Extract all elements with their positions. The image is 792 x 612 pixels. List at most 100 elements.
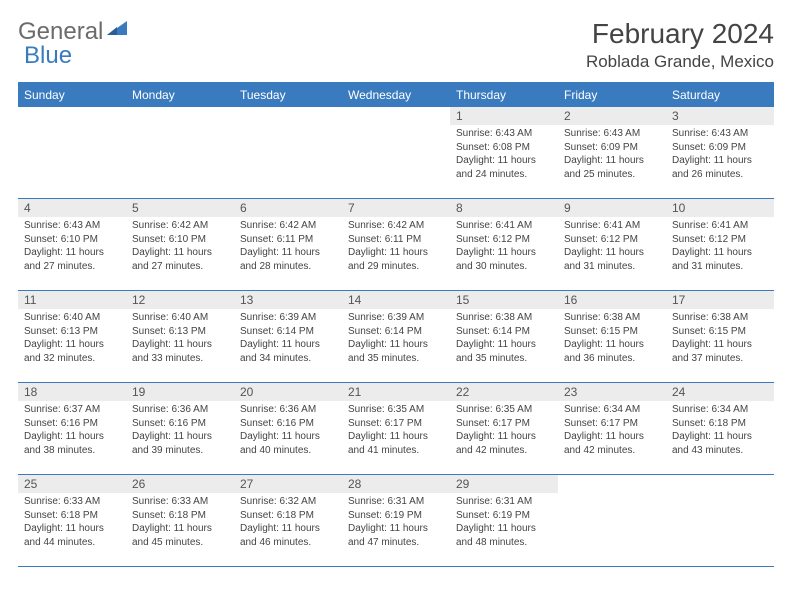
day-number: 29 bbox=[450, 475, 558, 493]
day-number: 5 bbox=[126, 199, 234, 217]
weekday-header: Thursday bbox=[450, 83, 558, 107]
day-number: 22 bbox=[450, 383, 558, 401]
calendar-row: 25Sunrise: 6:33 AMSunset: 6:18 PMDayligh… bbox=[18, 475, 774, 567]
calendar-cell bbox=[558, 475, 666, 567]
weekday-row: Sunday Monday Tuesday Wednesday Thursday… bbox=[18, 83, 774, 107]
day-details: Sunrise: 6:42 AMSunset: 6:10 PMDaylight:… bbox=[126, 217, 234, 277]
day-details: Sunrise: 6:40 AMSunset: 6:13 PMDaylight:… bbox=[18, 309, 126, 369]
day-details: Sunrise: 6:39 AMSunset: 6:14 PMDaylight:… bbox=[342, 309, 450, 369]
calendar-table: Sunday Monday Tuesday Wednesday Thursday… bbox=[18, 82, 774, 567]
calendar-cell: 15Sunrise: 6:38 AMSunset: 6:14 PMDayligh… bbox=[450, 291, 558, 383]
day-number: 18 bbox=[18, 383, 126, 401]
day-number: 20 bbox=[234, 383, 342, 401]
calendar-cell: 29Sunrise: 6:31 AMSunset: 6:19 PMDayligh… bbox=[450, 475, 558, 567]
calendar-cell: 12Sunrise: 6:40 AMSunset: 6:13 PMDayligh… bbox=[126, 291, 234, 383]
calendar-cell: 10Sunrise: 6:41 AMSunset: 6:12 PMDayligh… bbox=[666, 199, 774, 291]
weekday-header: Monday bbox=[126, 83, 234, 107]
day-details: Sunrise: 6:31 AMSunset: 6:19 PMDaylight:… bbox=[450, 493, 558, 553]
calendar-cell bbox=[342, 107, 450, 199]
month-title: February 2024 bbox=[586, 18, 774, 50]
day-details: Sunrise: 6:39 AMSunset: 6:14 PMDaylight:… bbox=[234, 309, 342, 369]
day-details: Sunrise: 6:41 AMSunset: 6:12 PMDaylight:… bbox=[558, 217, 666, 277]
title-block: February 2024 Roblada Grande, Mexico bbox=[586, 18, 774, 72]
calendar-cell bbox=[666, 475, 774, 567]
day-number: 14 bbox=[342, 291, 450, 309]
day-number: 13 bbox=[234, 291, 342, 309]
day-details: Sunrise: 6:37 AMSunset: 6:16 PMDaylight:… bbox=[18, 401, 126, 461]
calendar-cell: 27Sunrise: 6:32 AMSunset: 6:18 PMDayligh… bbox=[234, 475, 342, 567]
day-number: 11 bbox=[18, 291, 126, 309]
calendar-cell: 11Sunrise: 6:40 AMSunset: 6:13 PMDayligh… bbox=[18, 291, 126, 383]
day-details: Sunrise: 6:33 AMSunset: 6:18 PMDaylight:… bbox=[126, 493, 234, 553]
day-details: Sunrise: 6:43 AMSunset: 6:08 PMDaylight:… bbox=[450, 125, 558, 185]
day-number: 7 bbox=[342, 199, 450, 217]
day-number: 3 bbox=[666, 107, 774, 125]
weekday-header: Wednesday bbox=[342, 83, 450, 107]
calendar-cell: 13Sunrise: 6:39 AMSunset: 6:14 PMDayligh… bbox=[234, 291, 342, 383]
calendar-cell: 24Sunrise: 6:34 AMSunset: 6:18 PMDayligh… bbox=[666, 383, 774, 475]
day-details: Sunrise: 6:34 AMSunset: 6:17 PMDaylight:… bbox=[558, 401, 666, 461]
calendar-cell: 20Sunrise: 6:36 AMSunset: 6:16 PMDayligh… bbox=[234, 383, 342, 475]
calendar-cell: 7Sunrise: 6:42 AMSunset: 6:11 PMDaylight… bbox=[342, 199, 450, 291]
day-number: 1 bbox=[450, 107, 558, 125]
day-number: 15 bbox=[450, 291, 558, 309]
day-number: 17 bbox=[666, 291, 774, 309]
weekday-header: Sunday bbox=[18, 83, 126, 107]
day-number: 9 bbox=[558, 199, 666, 217]
calendar-cell bbox=[234, 107, 342, 199]
day-details: Sunrise: 6:33 AMSunset: 6:18 PMDaylight:… bbox=[18, 493, 126, 553]
calendar-cell: 1Sunrise: 6:43 AMSunset: 6:08 PMDaylight… bbox=[450, 107, 558, 199]
day-details: Sunrise: 6:35 AMSunset: 6:17 PMDaylight:… bbox=[342, 401, 450, 461]
day-details: Sunrise: 6:41 AMSunset: 6:12 PMDaylight:… bbox=[450, 217, 558, 277]
day-number: 26 bbox=[126, 475, 234, 493]
day-details: Sunrise: 6:34 AMSunset: 6:18 PMDaylight:… bbox=[666, 401, 774, 461]
calendar-cell: 14Sunrise: 6:39 AMSunset: 6:14 PMDayligh… bbox=[342, 291, 450, 383]
weekday-header: Friday bbox=[558, 83, 666, 107]
calendar-cell: 3Sunrise: 6:43 AMSunset: 6:09 PMDaylight… bbox=[666, 107, 774, 199]
calendar-cell: 8Sunrise: 6:41 AMSunset: 6:12 PMDaylight… bbox=[450, 199, 558, 291]
weekday-header: Saturday bbox=[666, 83, 774, 107]
calendar-cell: 23Sunrise: 6:34 AMSunset: 6:17 PMDayligh… bbox=[558, 383, 666, 475]
day-details: Sunrise: 6:36 AMSunset: 6:16 PMDaylight:… bbox=[234, 401, 342, 461]
sail-icon bbox=[105, 18, 129, 46]
calendar-cell: 6Sunrise: 6:42 AMSunset: 6:11 PMDaylight… bbox=[234, 199, 342, 291]
day-details: Sunrise: 6:38 AMSunset: 6:14 PMDaylight:… bbox=[450, 309, 558, 369]
day-details: Sunrise: 6:41 AMSunset: 6:12 PMDaylight:… bbox=[666, 217, 774, 277]
calendar-cell: 26Sunrise: 6:33 AMSunset: 6:18 PMDayligh… bbox=[126, 475, 234, 567]
brand-word2: Blue bbox=[24, 42, 72, 70]
calendar-row: 1Sunrise: 6:43 AMSunset: 6:08 PMDaylight… bbox=[18, 107, 774, 199]
calendar-row: 18Sunrise: 6:37 AMSunset: 6:16 PMDayligh… bbox=[18, 383, 774, 475]
day-details: Sunrise: 6:42 AMSunset: 6:11 PMDaylight:… bbox=[342, 217, 450, 277]
calendar-row: 4Sunrise: 6:43 AMSunset: 6:10 PMDaylight… bbox=[18, 199, 774, 291]
calendar-cell: 4Sunrise: 6:43 AMSunset: 6:10 PMDaylight… bbox=[18, 199, 126, 291]
day-details: Sunrise: 6:38 AMSunset: 6:15 PMDaylight:… bbox=[666, 309, 774, 369]
day-number: 27 bbox=[234, 475, 342, 493]
day-number: 10 bbox=[666, 199, 774, 217]
day-number: 24 bbox=[666, 383, 774, 401]
day-details: Sunrise: 6:43 AMSunset: 6:09 PMDaylight:… bbox=[558, 125, 666, 185]
day-details: Sunrise: 6:38 AMSunset: 6:15 PMDaylight:… bbox=[558, 309, 666, 369]
calendar-cell: 17Sunrise: 6:38 AMSunset: 6:15 PMDayligh… bbox=[666, 291, 774, 383]
day-number: 6 bbox=[234, 199, 342, 217]
calendar-cell: 18Sunrise: 6:37 AMSunset: 6:16 PMDayligh… bbox=[18, 383, 126, 475]
calendar-cell: 16Sunrise: 6:38 AMSunset: 6:15 PMDayligh… bbox=[558, 291, 666, 383]
day-number: 2 bbox=[558, 107, 666, 125]
day-number: 8 bbox=[450, 199, 558, 217]
day-details: Sunrise: 6:43 AMSunset: 6:09 PMDaylight:… bbox=[666, 125, 774, 185]
weekday-header: Tuesday bbox=[234, 83, 342, 107]
day-details: Sunrise: 6:35 AMSunset: 6:17 PMDaylight:… bbox=[450, 401, 558, 461]
day-details: Sunrise: 6:42 AMSunset: 6:11 PMDaylight:… bbox=[234, 217, 342, 277]
day-number: 19 bbox=[126, 383, 234, 401]
calendar-cell: 5Sunrise: 6:42 AMSunset: 6:10 PMDaylight… bbox=[126, 199, 234, 291]
calendar-row: 11Sunrise: 6:40 AMSunset: 6:13 PMDayligh… bbox=[18, 291, 774, 383]
day-number: 28 bbox=[342, 475, 450, 493]
day-details: Sunrise: 6:40 AMSunset: 6:13 PMDaylight:… bbox=[126, 309, 234, 369]
day-details: Sunrise: 6:32 AMSunset: 6:18 PMDaylight:… bbox=[234, 493, 342, 553]
calendar-cell: 28Sunrise: 6:31 AMSunset: 6:19 PMDayligh… bbox=[342, 475, 450, 567]
calendar-cell: 9Sunrise: 6:41 AMSunset: 6:12 PMDaylight… bbox=[558, 199, 666, 291]
day-number: 4 bbox=[18, 199, 126, 217]
day-details: Sunrise: 6:31 AMSunset: 6:19 PMDaylight:… bbox=[342, 493, 450, 553]
calendar-cell: 25Sunrise: 6:33 AMSunset: 6:18 PMDayligh… bbox=[18, 475, 126, 567]
day-number: 16 bbox=[558, 291, 666, 309]
header: General February 2024 Roblada Grande, Me… bbox=[18, 18, 774, 72]
